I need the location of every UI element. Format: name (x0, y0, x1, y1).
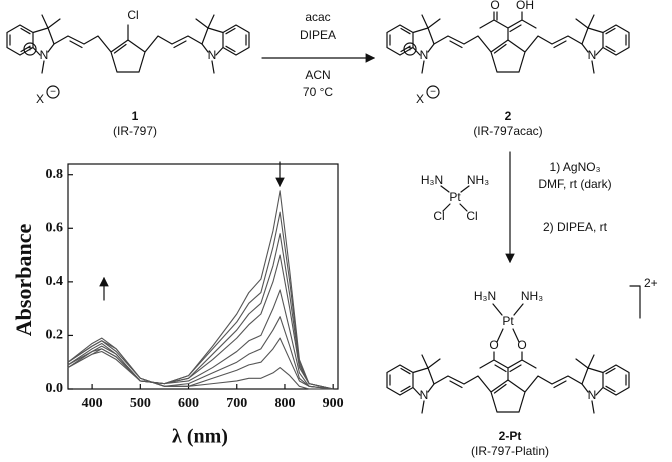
compound-2pt: H₃N NH₃ Pt O O N N 2+ 2-Pt (IR-797-Plati… (387, 276, 658, 458)
atom-label: NH₃ (521, 289, 543, 303)
compound-number: 1 (132, 109, 139, 123)
counter-ion: X (416, 92, 424, 106)
compound-name: (IR-797-Platin) (471, 444, 549, 458)
reagent: 70 °C (303, 85, 333, 99)
charge: + (27, 44, 33, 55)
y-tick-label: 0.4 (46, 274, 64, 289)
x-axis-label: λ (nm) (172, 426, 228, 448)
structure (7, 15, 249, 73)
charge: − (430, 87, 436, 98)
spectrum-line (67, 254, 334, 390)
atom-label: N (588, 388, 597, 402)
atom-label: H₃N (474, 289, 496, 303)
spectrum-line (67, 337, 334, 390)
y-tick-label: 0.6 (46, 221, 64, 236)
compound-name: (IR-797acac) (473, 124, 542, 138)
step-2: H₃N NH₃ Pt Cl Cl 1) AgNO₃ DMF, rt (dark)… (421, 151, 612, 264)
charge: + (407, 44, 413, 55)
y-tick-label: 0.0 (46, 381, 64, 396)
structure (387, 15, 629, 73)
atom-label: Cl (127, 8, 138, 22)
atom-label: N (588, 48, 597, 62)
atom-label: O (490, 0, 499, 12)
compound-number: 2 (505, 109, 512, 123)
compound-1: Cl N + N X − 1 (IR-797) (7, 8, 249, 138)
x-tick-label: 400 (82, 396, 103, 411)
atom-label: O (489, 338, 498, 352)
atom-label: H₃N (421, 173, 443, 187)
compound-name: (IR-797) (113, 124, 157, 138)
x-tick-label: 500 (130, 396, 151, 411)
charge-circle (403, 42, 417, 56)
reagent: ACN (305, 68, 330, 82)
x-tick-label: 700 (226, 396, 247, 411)
y-tick-label: 0.8 (46, 167, 64, 182)
x-tick-label: 900 (323, 396, 344, 411)
step-1: acac DIPEA ACN 70 °C (261, 10, 376, 99)
reagent: acac (305, 10, 330, 24)
atom-label: OH (516, 0, 534, 12)
reagent: 1) AgNO₃ (550, 160, 601, 174)
spectrum-line (67, 190, 334, 390)
atom-label: Pt (449, 190, 461, 204)
charge: 2+ (644, 276, 658, 290)
charge-circle (46, 85, 60, 99)
atom-label: N (420, 48, 429, 62)
reagent: DIPEA (300, 28, 336, 42)
counter-ion: X (36, 92, 44, 106)
spectrum-line (67, 337, 334, 390)
x-tick-label: 800 (274, 396, 295, 411)
spectrum-line (67, 289, 334, 390)
atom-label: Cl (433, 209, 444, 223)
y-tick-label: 0.2 (46, 328, 64, 343)
charge: − (50, 87, 56, 98)
spectrum-line (67, 316, 334, 390)
x-tick-label: 600 (178, 396, 199, 411)
charge-circle (426, 85, 440, 99)
atom-label: N (40, 48, 49, 62)
absorbance-chart: λ (nm) Absorbance 400 500 600 700 800 900 0.0 0… (11, 161, 344, 448)
atom-label: NH₃ (467, 173, 489, 187)
plot-frame (67, 163, 339, 390)
atom-label: Cl (466, 209, 477, 223)
spectrum-line (67, 233, 334, 390)
y-axis-label: Absorbance (11, 224, 36, 337)
atom-label: O (517, 338, 526, 352)
atom-label: Pt (502, 314, 514, 328)
compound-number: 2-Pt (499, 429, 522, 443)
reagent: DMF, rt (dark) (538, 177, 611, 191)
atom-label: N (420, 388, 429, 402)
reagent: 2) DIPEA, rt (543, 220, 608, 234)
atom-label: N (208, 48, 217, 62)
structure (387, 355, 629, 413)
compound-2: O OH N + N X − 2 (IR-797acac) (387, 0, 629, 138)
charge-circle (23, 42, 37, 56)
